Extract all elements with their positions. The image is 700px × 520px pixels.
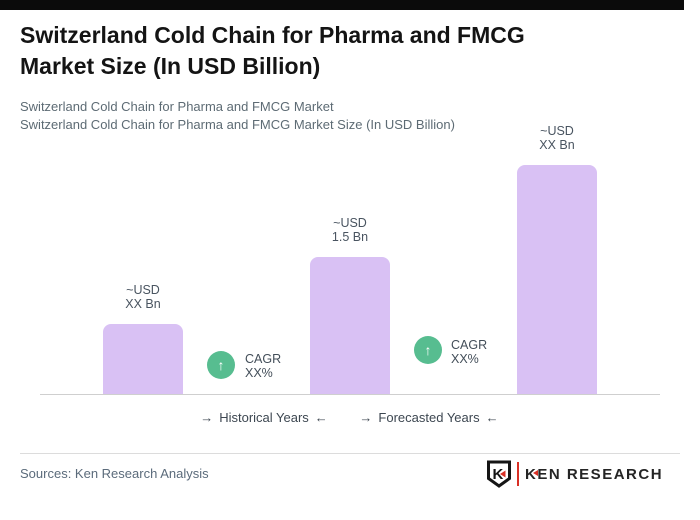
up-arrow-circle-icon: ↑ [414,336,442,364]
bar-value-line1: ~USD [540,124,574,138]
cagr-annotation: CAGR XX% [451,338,487,366]
svg-text:K: K [493,466,504,483]
bar-forecast [517,165,597,395]
logo-letter-k: K [525,465,538,483]
bar-value-label: ~USD 1.5 Bn [310,216,390,244]
page-title-line2: Market Size (In USD Billion) [20,53,321,79]
bar-historical [103,324,183,395]
page-title-line1: Switzerland Cold Chain for Pharma and FM… [20,22,525,48]
axis-group-label: Forecasted Years [378,410,480,425]
up-arrow-glyph: ↑ [424,342,432,358]
footer-divider [20,453,680,454]
cagr-label: CAGR [245,352,282,366]
right-arrow-icon: → [200,410,214,425]
red-triangle-icon [533,470,538,476]
logo-wordmark: K EN RESEARCH [525,466,663,483]
bar-value-line1: ~USD [126,283,160,297]
bar-value-line2: XX Bn [125,297,161,311]
bar-value-label: ~USD XX Bn [103,283,183,311]
up-arrow-circle-icon: ↑ [207,351,235,379]
cagr-annotation: CAGR XX% [245,352,281,380]
right-arrow-icon: → [359,410,373,425]
cagr-value: XX% [451,352,479,366]
shield-k-icon: K [487,460,511,488]
cagr-label: CAGR [451,338,488,352]
up-arrow-glyph: ↑ [217,357,225,373]
axis-group-forecasted: → Forecasted Years ← [353,410,504,425]
x-axis-line [40,394,660,395]
bar-value-line2: 1.5 Bn [331,230,369,244]
logo-red-separator [517,462,519,486]
ken-research-logo: K K EN RESEARCH [486,460,663,488]
left-arrow-icon: ← [314,410,328,425]
bar-middle [310,257,390,395]
bar-value-label: ~USD XX Bn [517,124,597,152]
left-arrow-icon: ← [485,410,499,425]
bar-value-line2: XX Bn [539,138,575,152]
top-black-bar [0,0,684,10]
bar-value-line1: ~USD [333,216,367,230]
sources-text: Sources: Ken Research Analysis [20,466,209,481]
axis-group-label: Historical Years [219,410,309,425]
chart-subtitle-line2: Switzerland Cold Chain for Pharma and FM… [20,117,455,132]
page-title: Switzerland Cold Chain for Pharma and FM… [20,20,660,82]
axis-group-historical: → Historical Years ← [194,410,334,425]
chart-subtitle-line1: Switzerland Cold Chain for Pharma and FM… [20,99,334,114]
logo-wordmark-rest: EN RESEARCH [537,465,664,483]
cagr-value: XX% [245,366,273,380]
